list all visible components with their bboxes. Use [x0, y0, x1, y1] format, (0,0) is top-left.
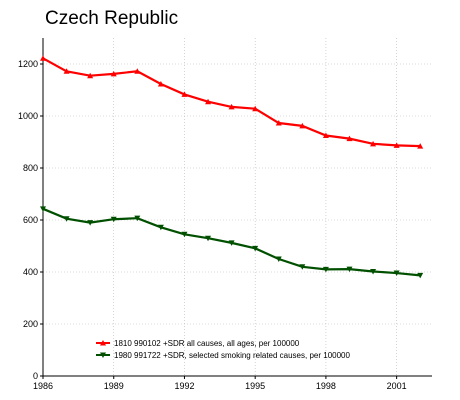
- y-tick-label: 1200: [18, 59, 38, 69]
- legend-label-2: 1980 991722 +SDR, selected smoking relat…: [114, 351, 350, 360]
- data-point-series-2: [157, 224, 164, 231]
- data-point-series-2: [134, 215, 141, 222]
- data-point-series-1: [322, 132, 329, 138]
- y-tick-label: 1000: [18, 111, 38, 121]
- data-point-series-1: [157, 81, 164, 87]
- data-point-series-1: [181, 91, 188, 97]
- x-tick-label: 1998: [316, 381, 336, 391]
- data-point-series-2: [110, 216, 117, 223]
- data-point-series-1: [275, 120, 282, 126]
- chart-title: Czech Republic: [45, 8, 179, 29]
- data-point-series-2: [346, 266, 353, 273]
- x-tick-label: 2001: [387, 381, 407, 391]
- y-tick-label: 800: [23, 163, 38, 173]
- x-tick-label: 1989: [104, 381, 124, 391]
- data-point-series-2: [393, 270, 400, 277]
- legend-marker-1: [100, 340, 106, 346]
- data-point-series-1: [87, 72, 94, 79]
- data-point-series-1: [228, 103, 235, 110]
- data-point-series-1: [63, 68, 70, 74]
- data-point-series-1: [205, 98, 212, 105]
- data-point-series-2: [322, 266, 329, 273]
- data-point-series-2: [299, 264, 306, 270]
- data-point-series-2: [275, 256, 282, 262]
- data-point-series-2: [417, 272, 424, 279]
- data-point-series-1: [40, 55, 46, 61]
- data-point-series-1: [393, 142, 400, 148]
- y-tick-label: 600: [23, 215, 38, 225]
- data-point-series-2: [40, 206, 46, 212]
- x-tick-label: 1986: [33, 381, 53, 391]
- data-point-series-2: [87, 220, 94, 226]
- data-point-series-2: [228, 240, 235, 246]
- data-point-series-1: [370, 140, 377, 147]
- data-point-series-1: [346, 135, 353, 142]
- data-point-series-2: [181, 231, 188, 238]
- data-point-series-1: [134, 68, 141, 74]
- y-tick-label: 400: [23, 267, 38, 277]
- legend-label-1: 1810 990102 +SDR all causes, all ages, p…: [114, 339, 300, 348]
- data-point-series-2: [63, 216, 70, 222]
- series-line-1: [42, 57, 421, 148]
- data-point-series-2: [370, 268, 377, 275]
- y-tick-label: 0: [33, 371, 38, 381]
- data-point-series-2: [205, 235, 212, 242]
- data-point-series-1: [417, 143, 424, 149]
- data-point-series-1: [299, 122, 306, 129]
- legend-marker-2: [100, 352, 106, 358]
- y-tick-label: 200: [23, 319, 38, 329]
- x-tick-label: 1992: [174, 381, 194, 391]
- data-point-series-2: [252, 245, 259, 252]
- x-tick-label: 1995: [245, 381, 265, 391]
- data-point-series-1: [110, 70, 117, 77]
- data-point-series-1: [252, 105, 259, 112]
